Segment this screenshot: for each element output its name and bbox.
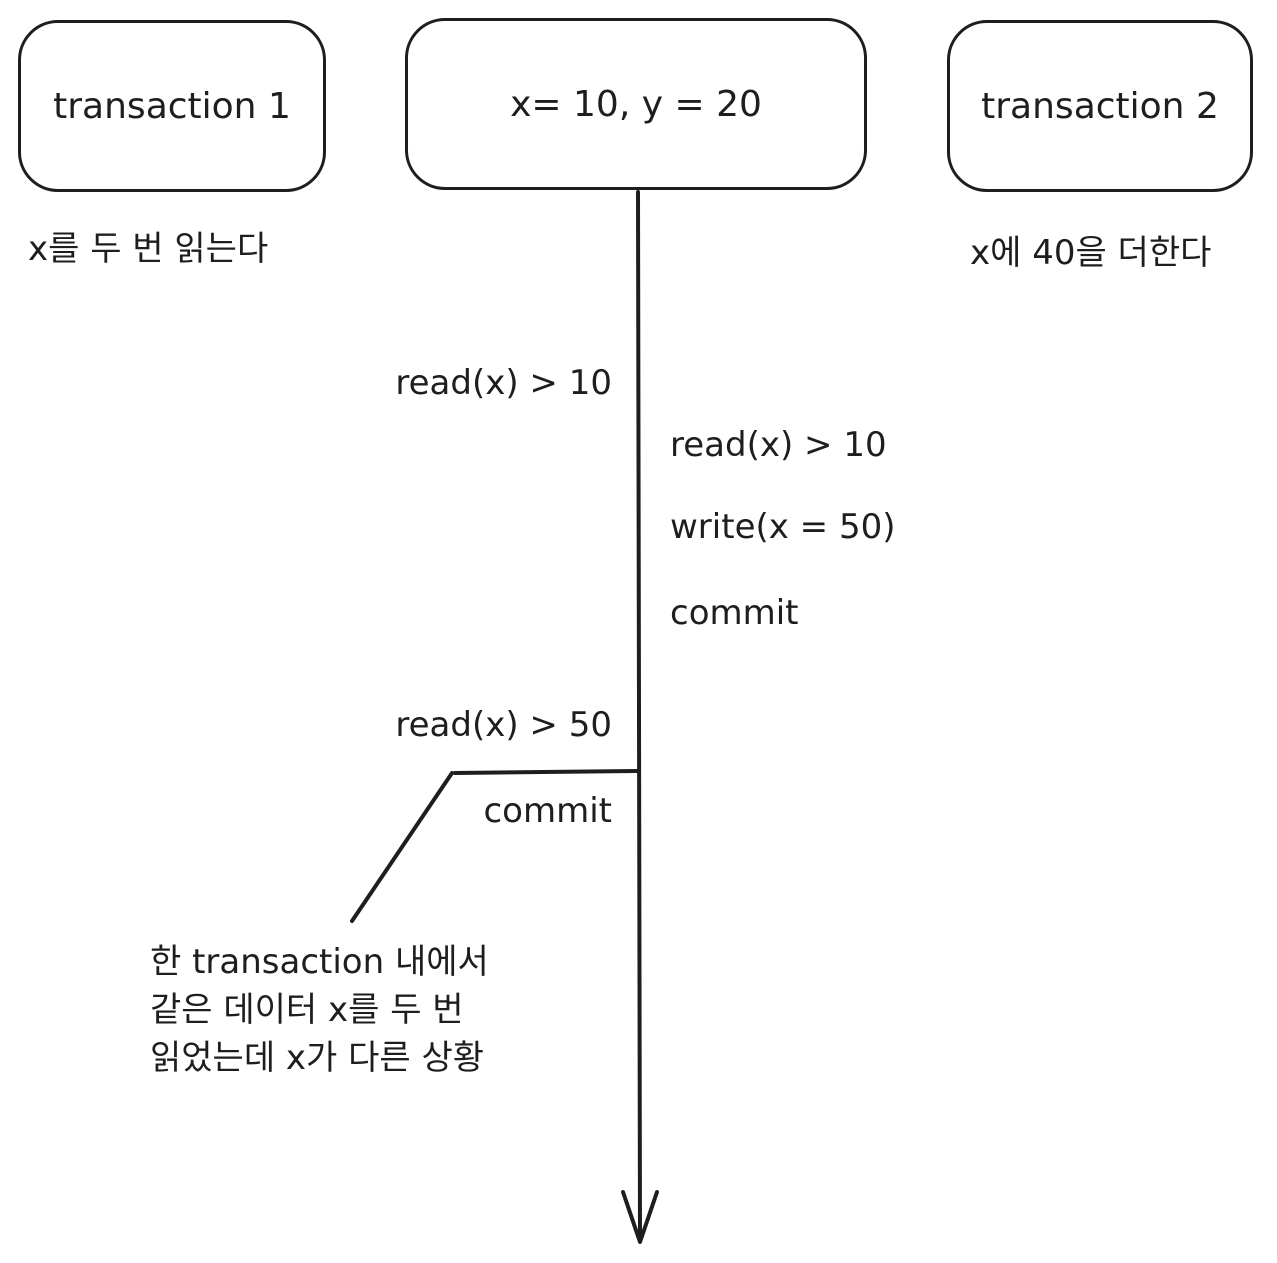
- t2-commit: commit: [670, 593, 799, 633]
- t1-commit: commit: [483, 791, 612, 831]
- initial-state-box: x= 10, y = 20: [405, 18, 867, 190]
- transaction2-description: x에 40을 더한다: [970, 233, 1212, 273]
- t2-write: write(x = 50): [670, 507, 896, 547]
- timeline-arrowhead: [621, 1190, 659, 1244]
- note-line-3: 읽었는데 x가 다른 상황: [150, 1038, 485, 1078]
- t1-read-first: read(x) > 10: [395, 363, 612, 403]
- transaction1-box: transaction 1: [18, 20, 326, 192]
- transaction1-title: transaction 1: [53, 85, 291, 127]
- annotation-note: 한 transaction 내에서 같은 데이터 x를 두 번 읽었는데 x가 …: [150, 938, 489, 1082]
- note-line-1: 한 transaction 내에서: [150, 942, 489, 982]
- transaction1-description: x를 두 번 읽는다: [28, 229, 269, 269]
- annotation-horizontal-line: [453, 769, 640, 775]
- initial-state-label: x= 10, y = 20: [510, 83, 762, 125]
- note-line-2: 같은 데이터 x를 두 번: [150, 990, 464, 1030]
- annotation-diagonal-line: [350, 771, 454, 923]
- transaction2-box: transaction 2: [947, 20, 1253, 192]
- timeline-line: [636, 190, 642, 1242]
- t2-read: read(x) > 10: [670, 425, 887, 465]
- t1-read-second: read(x) > 50: [395, 705, 612, 745]
- transaction2-title: transaction 2: [981, 85, 1219, 127]
